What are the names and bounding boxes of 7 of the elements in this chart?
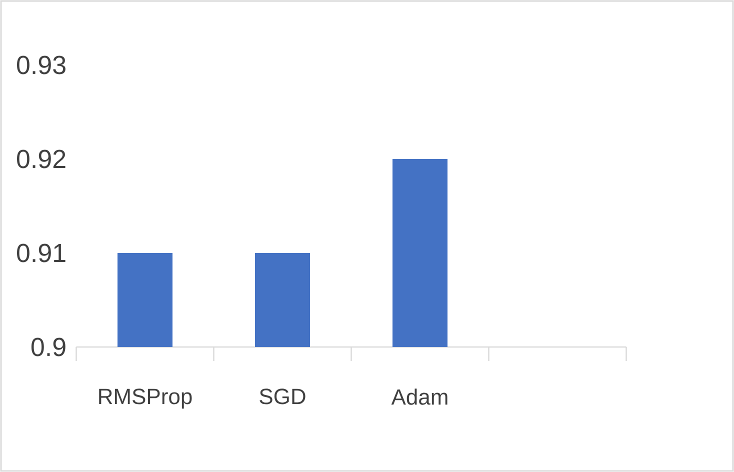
x-tick-label: SGD [260,388,306,404]
y-tick-label: 0.93 [17,56,66,74]
y-tick-label: 0.92 [17,150,66,168]
x-tick-label: RMSProp [99,388,192,409]
y-tick-label: 0.9 [31,338,66,356]
y-tick-label: 0.91 [17,244,66,262]
x-tick-label: Adam [391,388,448,405]
